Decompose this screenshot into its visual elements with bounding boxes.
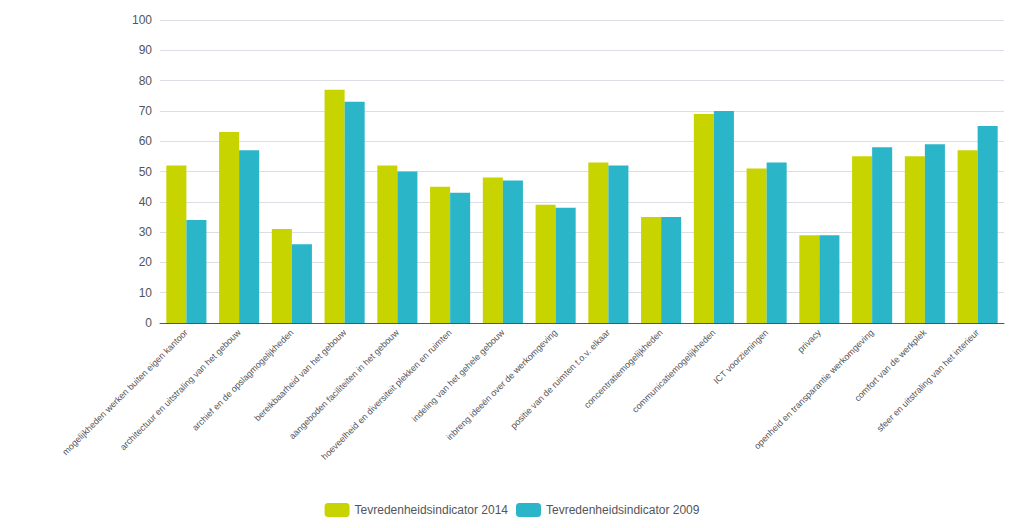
svg-text:positie van de ruimten t.o.v.: positie van de ruimten t.o.v. elkaar	[509, 327, 612, 430]
svg-text:60: 60	[139, 134, 153, 148]
svg-text:bereikbaarheid van het gebouw: bereikbaarheid van het gebouw	[252, 327, 348, 423]
svg-text:90: 90	[139, 43, 153, 57]
svg-text:70: 70	[139, 104, 153, 118]
svg-text:archief en de opslagmogelijkhe: archief en de opslagmogelijkheden	[190, 327, 295, 432]
svg-text:0: 0	[145, 316, 152, 330]
svg-text:aangeboden faciliteiten in het: aangeboden faciliteiten in het gebouw	[287, 327, 401, 441]
svg-text:comfort van de werkplek: comfort van de werkplek	[852, 327, 929, 404]
svg-text:hoeveelheid en diversiteit ple: hoeveelheid en diversiteit plekken en ru…	[319, 327, 454, 462]
svg-text:concentratiemogelijkheden: concentratiemogelijkheden	[582, 327, 665, 411]
svg-text:100: 100	[132, 13, 152, 27]
svg-text:20: 20	[139, 255, 153, 269]
svg-text:ICT voorzieningen: ICT voorzieningen	[712, 327, 771, 386]
svg-text:openheid en transparantie werk: openheid en transparantie werkomgeving	[752, 327, 876, 451]
svg-text:Tevredenheidsindicator 2009: Tevredenheidsindicator 2009	[546, 503, 700, 517]
svg-text:indeling van het gehele gebouw: indeling van het gehele gebouw	[410, 327, 507, 424]
svg-text:40: 40	[139, 195, 153, 209]
svg-text:Tevredenheidsindicator 2014: Tevredenheidsindicator 2014	[355, 503, 509, 517]
svg-text:sfeer en uitstraling van het i: sfeer en uitstraling van het interieur	[875, 327, 981, 433]
svg-text:80: 80	[139, 74, 153, 88]
svg-text:50: 50	[139, 165, 153, 179]
svg-text:privacy: privacy	[796, 327, 824, 355]
svg-text:10: 10	[139, 286, 153, 300]
svg-text:architectuur en uitstraling va: architectuur en uitstraling van het gebo…	[118, 327, 243, 452]
svg-text:30: 30	[139, 225, 153, 239]
svg-text:mogelijkheden werken buiten ei: mogelijkheden werken buiten eigen kantoo…	[60, 327, 190, 458]
svg-text:communicatiemogelijkheden: communicatiemogelijkheden	[630, 327, 717, 414]
svg-text:inbreng ideeën over de werkomg: inbreng ideeën over de werkomgeving	[444, 327, 559, 442]
